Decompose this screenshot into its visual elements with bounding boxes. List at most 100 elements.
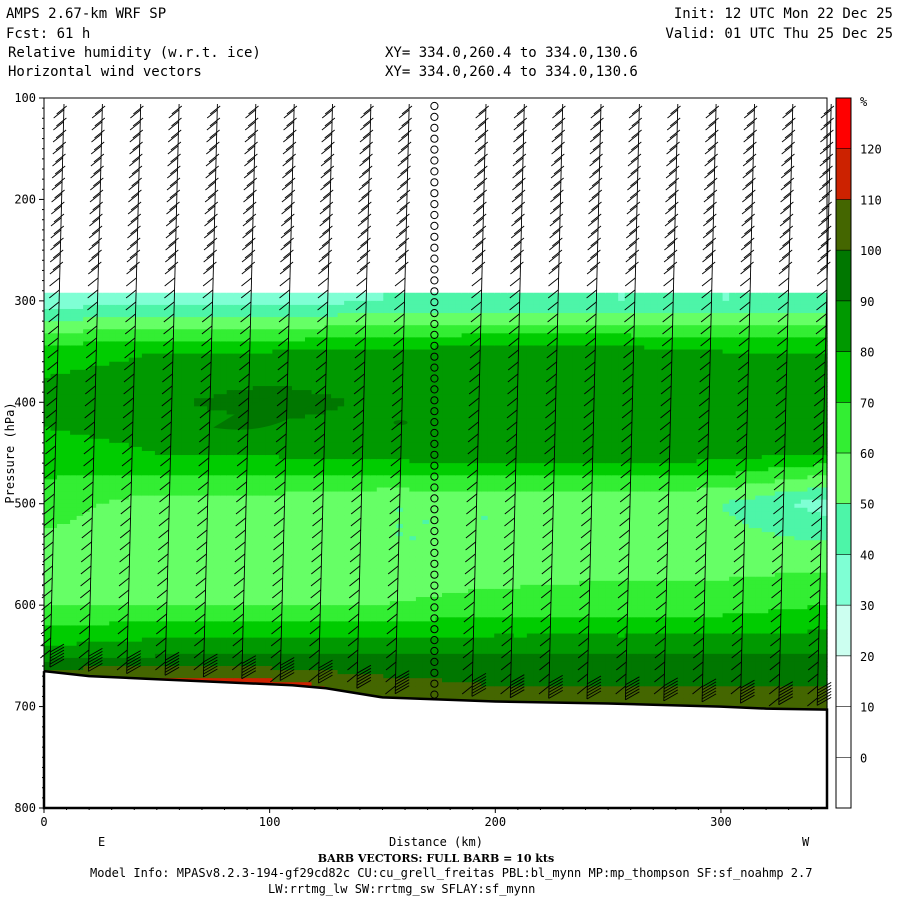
rh-cell xyxy=(194,438,202,444)
rh-cell xyxy=(298,564,306,570)
rh-cell xyxy=(233,288,241,294)
rh-cell xyxy=(246,499,254,505)
rh-cell xyxy=(154,450,163,456)
rh-cell xyxy=(63,341,71,347)
xy-range-1: XY= 334.0,260.4 to 334.0,130.6 xyxy=(385,45,638,61)
rh-cell xyxy=(122,645,130,651)
rh-cell xyxy=(161,414,169,420)
rh-cell xyxy=(194,548,202,553)
rh-cell xyxy=(220,463,228,468)
rh-cell xyxy=(278,296,287,302)
rh-cell xyxy=(174,353,182,359)
rh-cell xyxy=(272,576,280,582)
rh-cell xyxy=(109,540,117,545)
rh-cell xyxy=(194,666,202,671)
rh-cell xyxy=(285,552,293,558)
rh-cell xyxy=(252,373,260,379)
rh-cell xyxy=(135,528,143,533)
rh-cell xyxy=(252,479,260,485)
rh-cell xyxy=(278,617,287,622)
rh-cell xyxy=(305,609,313,614)
rh-cell xyxy=(57,280,65,286)
rh-cell xyxy=(83,580,91,586)
rh-cell xyxy=(318,442,326,448)
rh-cell xyxy=(305,304,313,310)
rh-cell xyxy=(70,532,78,537)
rh-cell xyxy=(207,511,215,517)
rh-cell xyxy=(122,588,130,594)
rh-cell xyxy=(102,637,110,643)
rh-cell xyxy=(324,321,332,326)
rh-cell xyxy=(252,633,260,639)
rh-cell xyxy=(96,361,104,367)
rh-cell xyxy=(220,300,228,306)
rh-cell xyxy=(154,475,163,480)
rh-cell xyxy=(135,345,143,351)
rh-cell xyxy=(272,365,280,371)
rh-cell xyxy=(167,434,176,440)
rh-cell xyxy=(305,503,313,509)
rh-cell xyxy=(220,394,228,399)
rh-cell xyxy=(174,402,182,407)
rh-cell xyxy=(291,308,300,314)
rh-cell xyxy=(246,296,254,302)
rh-cell xyxy=(89,568,97,574)
rh-cell xyxy=(44,438,52,444)
rh-cell xyxy=(76,605,84,610)
rh-cell xyxy=(239,568,247,574)
rh-cell xyxy=(337,329,345,334)
rh-cell xyxy=(252,629,260,635)
rh-cell xyxy=(278,524,287,529)
rh-cell xyxy=(311,479,319,485)
rh-cell xyxy=(141,422,150,428)
rh-cell xyxy=(96,280,104,286)
rh-cell xyxy=(252,495,260,501)
rh-cell xyxy=(252,568,260,574)
rh-cell xyxy=(161,300,169,306)
rh-cell xyxy=(174,552,182,558)
rh-cell xyxy=(109,580,117,586)
rh-cell xyxy=(278,377,287,383)
rh-cell xyxy=(63,560,71,566)
rh-cell xyxy=(246,560,254,566)
rh-cell xyxy=(70,422,78,428)
rh-cell xyxy=(324,495,332,501)
rh-cell xyxy=(181,649,189,655)
rh-cell xyxy=(63,613,71,618)
rh-cell xyxy=(76,418,84,424)
rh-cell xyxy=(57,365,65,371)
rh-cell xyxy=(252,296,260,302)
rh-cell xyxy=(246,625,254,631)
rh-cell xyxy=(174,588,182,594)
rh-cell xyxy=(259,507,267,513)
rh-cell xyxy=(311,548,319,553)
rh-cell xyxy=(109,329,117,334)
rh-cell xyxy=(122,426,130,432)
rh-cell xyxy=(44,450,52,456)
rh-cell xyxy=(318,390,326,395)
rh-cell xyxy=(109,361,117,367)
rh-cell xyxy=(337,390,345,395)
rh-cell xyxy=(181,605,189,610)
rh-cell xyxy=(291,653,300,659)
rh-cell xyxy=(220,414,228,420)
rh-cell xyxy=(122,576,130,582)
rh-cell xyxy=(213,463,221,468)
rh-cell xyxy=(161,625,169,631)
rh-cell xyxy=(298,572,306,578)
rh-cell xyxy=(148,333,156,338)
rh-cell xyxy=(285,556,293,562)
rh-cell xyxy=(102,410,110,416)
rh-cell xyxy=(272,653,280,659)
rh-cell xyxy=(141,564,150,570)
rh-cell xyxy=(324,410,332,416)
rh-cell xyxy=(220,377,228,383)
rh-cell xyxy=(207,532,215,537)
rh-cell xyxy=(246,487,254,493)
rh-cell xyxy=(265,495,273,501)
rh-cell xyxy=(174,479,182,485)
rh-cell xyxy=(220,661,228,667)
rh-cell xyxy=(44,422,52,428)
rh-cell xyxy=(181,629,189,635)
rh-cell xyxy=(272,560,280,566)
